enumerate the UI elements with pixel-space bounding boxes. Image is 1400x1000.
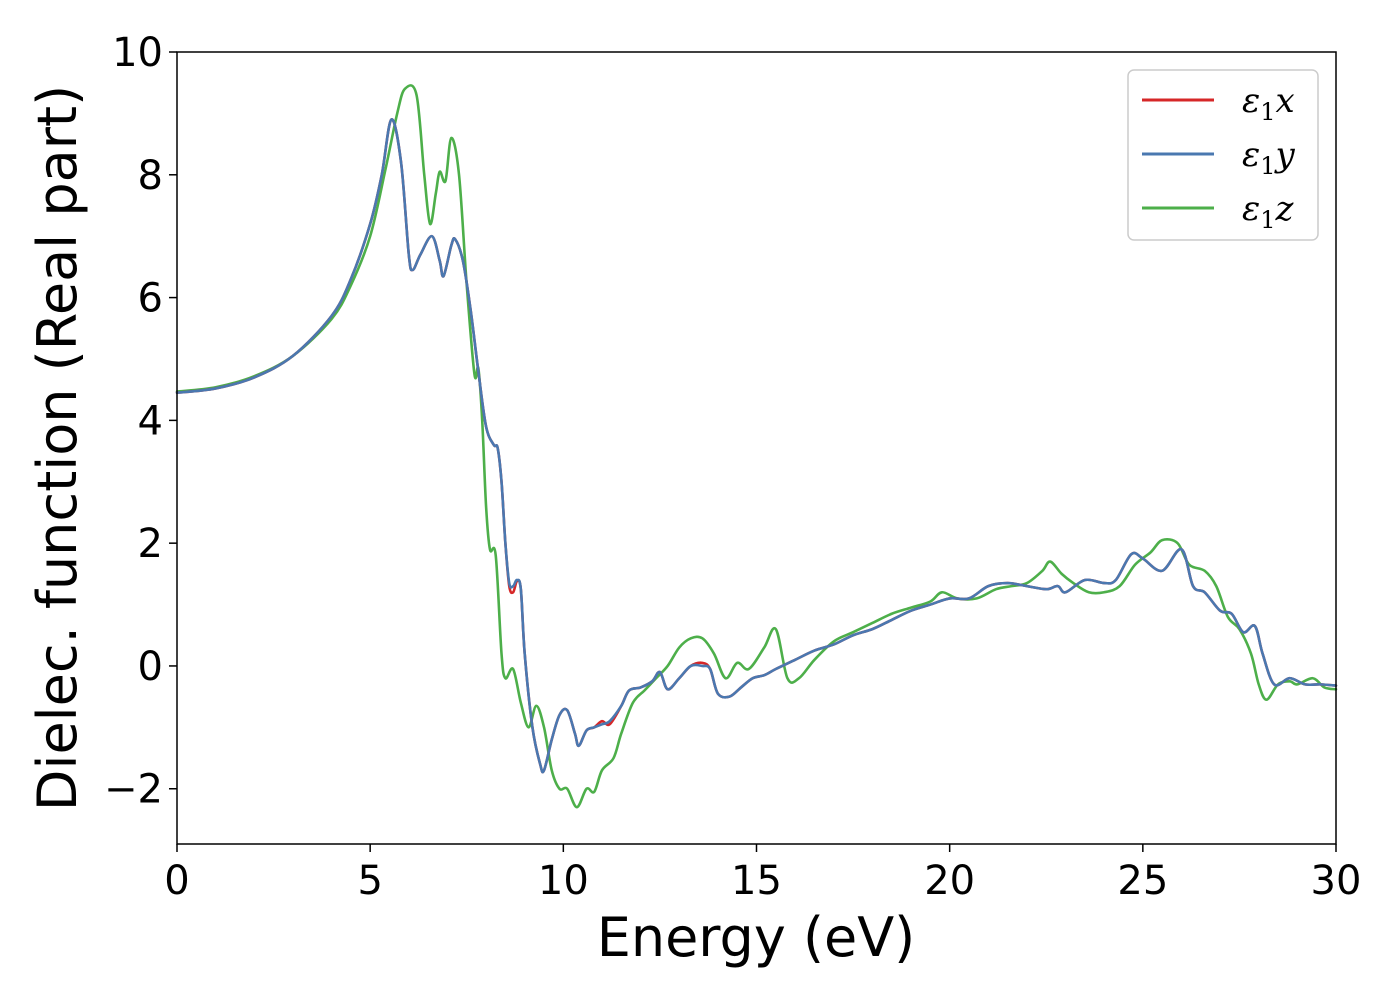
y-tick-label: 2: [138, 521, 163, 567]
y-tick-label: 6: [138, 276, 163, 322]
x-tick-label: 20: [924, 858, 975, 904]
legend-label-eps1z: ε1z: [1242, 189, 1295, 234]
x-axis-title: Energy (eV): [597, 906, 916, 969]
x-tick-label: 30: [1311, 858, 1362, 904]
x-tick-label: 10: [538, 858, 589, 904]
y-tick-label: −2: [104, 767, 163, 813]
legend-label-eps1x: ε1x: [1242, 81, 1295, 126]
y-axis-title: Dielec. function (Real part): [26, 85, 89, 811]
legend-box: [1127, 69, 1319, 241]
x-tick-label: 25: [1117, 858, 1168, 904]
y-tick-label: 4: [138, 398, 163, 444]
legend: ε1x ε1y ε1z: [1127, 69, 1319, 241]
x-axis: 0 5 10 15 20 25 30: [164, 844, 1361, 904]
x-tick-label: 5: [357, 858, 382, 904]
x-tick-label: 15: [731, 858, 782, 904]
y-axis: −2 0 2 4 6 8 10: [104, 30, 177, 813]
series-layer: [175, 84, 1338, 809]
legend-label-eps1y: ε1y: [1242, 135, 1296, 180]
series-line-eps1z: [175, 84, 1338, 809]
y-tick-label: 8: [138, 153, 163, 199]
series-line-eps1y: [175, 118, 1338, 774]
y-tick-label: 0: [138, 644, 163, 690]
x-tick-label: 0: [164, 858, 189, 904]
y-tick-label: 10: [112, 30, 163, 76]
